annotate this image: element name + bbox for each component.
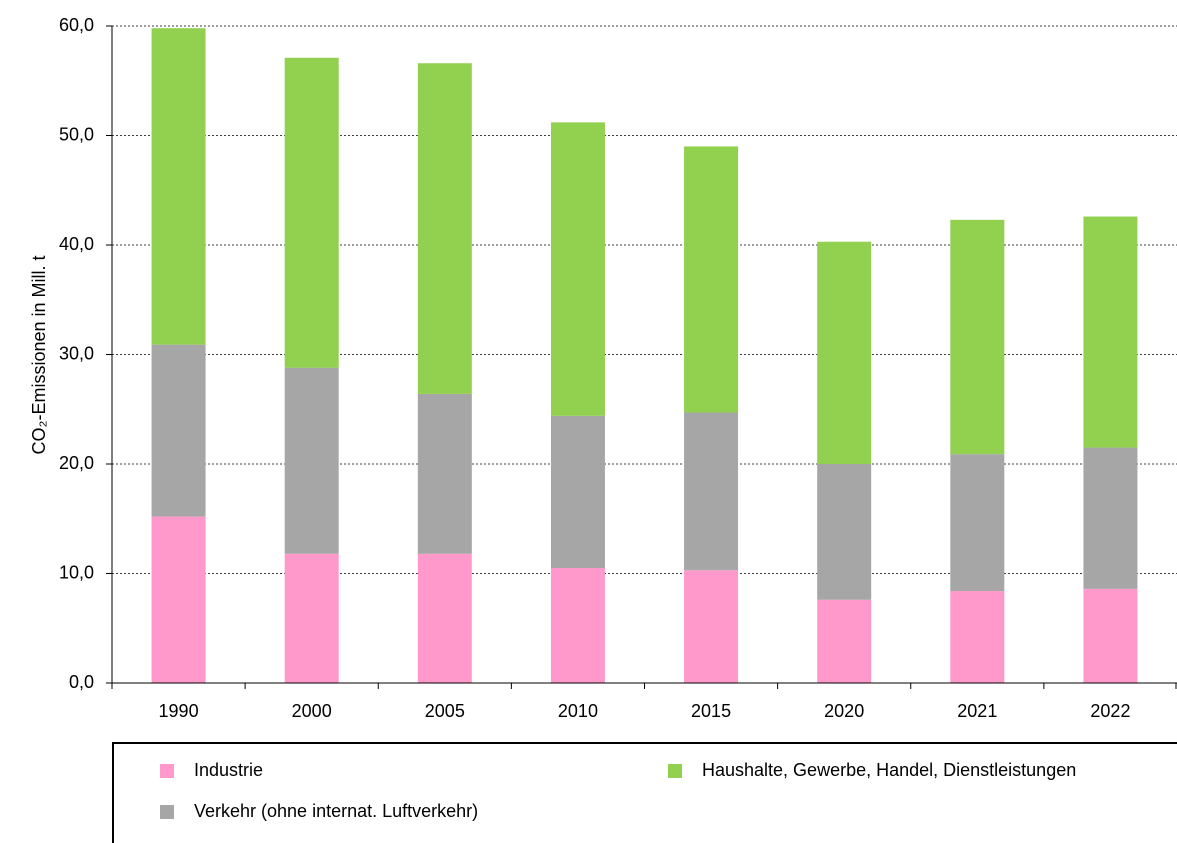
- y-tick-label: 20,0: [59, 453, 94, 473]
- x-tick-label: 1990: [159, 701, 199, 721]
- bar-segment: [417, 393, 472, 554]
- legend-frame: [112, 742, 1177, 843]
- bar-segment: [284, 553, 339, 683]
- legend-label: Haushalte, Gewerbe, Handel, Dienstleistu…: [702, 760, 1076, 780]
- legend-label: Industrie: [194, 760, 263, 780]
- bar-segment: [950, 591, 1005, 683]
- bar-segment: [1083, 588, 1138, 683]
- bar-segment: [1083, 216, 1138, 448]
- y-tick-label: 60,0: [59, 15, 94, 35]
- bar-segment: [684, 146, 739, 413]
- bar-segment: [950, 219, 1005, 455]
- y-tick-label: 50,0: [59, 124, 94, 144]
- x-tick-label: 2005: [425, 701, 465, 721]
- bar-segment: [417, 63, 472, 394]
- bar-segment: [550, 122, 605, 416]
- x-tick-label: 2022: [1090, 701, 1130, 721]
- y-tick-label: 40,0: [59, 234, 94, 254]
- legend-swatch: [160, 805, 174, 819]
- bar-segment: [284, 57, 339, 368]
- x-tick-label: 2015: [691, 701, 731, 721]
- y-tick-label: 30,0: [59, 343, 94, 363]
- bar-segment: [950, 454, 1005, 592]
- y-tick-label: 0,0: [69, 672, 94, 692]
- bar-segment: [1083, 447, 1138, 589]
- legend-swatch: [160, 764, 174, 778]
- legend-swatch: [668, 764, 682, 778]
- y-axis-label: CO₂-Emissionen in Mill. t: [29, 255, 49, 454]
- bar-segment: [151, 28, 206, 345]
- x-tick-label: 2010: [558, 701, 598, 721]
- x-tick-label: 2020: [824, 701, 864, 721]
- y-tick-label: 10,0: [59, 562, 94, 582]
- bar-segment: [417, 553, 472, 683]
- bar-segment: [684, 412, 739, 571]
- bar-segment: [284, 367, 339, 554]
- bar-segment: [550, 568, 605, 683]
- bar-segment: [550, 415, 605, 569]
- bar-segment: [151, 344, 206, 517]
- bar-segment: [817, 241, 872, 464]
- x-tick-label: 2000: [292, 701, 332, 721]
- legend-label: Verkehr (ohne internat. Luftverkehr): [194, 801, 478, 821]
- bar-segment: [151, 516, 206, 683]
- bar-segment: [684, 570, 739, 683]
- bar-segment: [817, 599, 872, 683]
- bar-segment: [817, 464, 872, 600]
- x-tick-label: 2021: [957, 701, 997, 721]
